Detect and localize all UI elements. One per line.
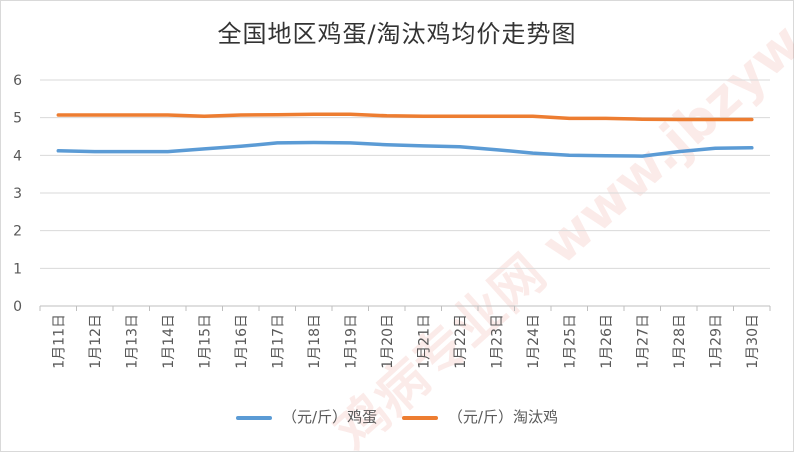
series-line-eggs [56, 140, 754, 158]
y-tick-label: 1 [13, 261, 22, 277]
x-tick-label: 1月26日 [599, 314, 615, 369]
x-tick-label: 1月20日 [380, 314, 396, 369]
legend-label-eggs: （元/斤）鸡蛋 [282, 408, 378, 426]
x-axis-ticks: 1月11日 1月12日 1月13日 1月14日 1月15日 1月16日 1月17日 1月18日… [39, 306, 771, 369]
legend-swatch-culled-hens [401, 415, 438, 420]
y-tick-label: 6 [13, 73, 22, 89]
x-tick-label: 1月28日 [672, 314, 688, 369]
x-tick-label: 1月29日 [708, 314, 724, 369]
x-tick-label: 1月13日 [124, 314, 140, 369]
x-tick-label: 1月27日 [635, 314, 651, 369]
x-tick-label: 1月12日 [88, 314, 104, 369]
x-tick-label: 1月23日 [489, 314, 505, 369]
chart-title: 全国地区鸡蛋/淘汰鸡均价走势图 [217, 20, 577, 48]
x-tick-label: 1月18日 [307, 314, 323, 369]
x-tick-label: 1月22日 [453, 314, 469, 369]
legend-swatch-eggs [236, 415, 273, 420]
chart-frame [0, 0, 794, 452]
x-tick-label: 1月16日 [234, 314, 250, 369]
x-tick-label: 1月11日 [51, 314, 67, 369]
legend-item-culled-hens: （元/斤）淘汰鸡 [401, 406, 558, 427]
y-axis-ticks: 0 1 2 3 4 5 6 [13, 73, 22, 315]
x-tick-label: 1月19日 [343, 314, 359, 369]
y-tick-label: 4 [13, 148, 22, 164]
y-tick-label: 3 [13, 186, 22, 202]
x-tick-label: 1月17日 [270, 314, 286, 369]
y-tick-label: 0 [13, 299, 22, 315]
y-tick-label: 2 [13, 224, 22, 240]
x-tick-label: 1月15日 [197, 314, 213, 369]
series-line-culled-hens [56, 112, 754, 122]
x-tick-label: 1月25日 [562, 314, 578, 369]
legend: （元/斤）鸡蛋 （元/斤）淘汰鸡 [0, 406, 794, 427]
x-tick-label: 1月14日 [161, 314, 177, 369]
series-lines [56, 112, 754, 158]
x-tick-label: 1月30日 [745, 314, 761, 369]
x-tick-label: 1月21日 [416, 314, 432, 369]
legend-item-eggs: （元/斤）鸡蛋 [236, 406, 377, 427]
y-tick-label: 5 [13, 111, 22, 127]
x-tick-label: 1月24日 [526, 314, 542, 369]
legend-label-culled-hens: （元/斤）淘汰鸡 [447, 408, 558, 426]
